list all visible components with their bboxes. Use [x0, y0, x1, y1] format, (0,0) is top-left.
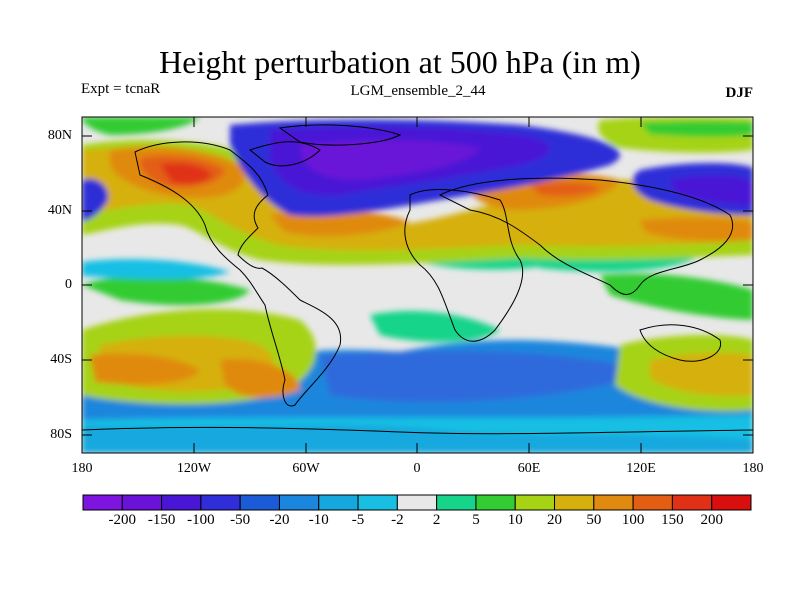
x-tick-180w: 180 [71, 461, 93, 476]
colorbar [82, 494, 752, 511]
x-tick-120e: 120E [626, 461, 656, 476]
colorbar-label: 150 [661, 512, 684, 528]
colorbar-swatch [514, 494, 556, 511]
contour-field [82, 117, 753, 453]
colorbar-label: 200 [700, 512, 723, 528]
colorbar-swatch [200, 494, 241, 511]
y-tick-40n: 40N [47, 203, 72, 218]
chart-title: Height perturbation at 500 hPa (in m) [159, 44, 641, 80]
x-tick-0: 0 [413, 461, 421, 476]
colorbar-swatch [357, 494, 398, 511]
colorbar-swatch [475, 494, 516, 511]
colorbar-label: -150 [147, 512, 176, 528]
colorbar-swatch [396, 494, 438, 511]
colorbar-swatch [82, 494, 123, 511]
colorbar-label: 10 [507, 512, 523, 528]
x-tick-120w: 120W [176, 461, 212, 476]
x-axis-ticks [193, 117, 642, 453]
colorbar-label: 20 [547, 512, 563, 528]
colorbar-label: -50 [230, 512, 251, 528]
colorbar-swatch [554, 494, 595, 511]
y-tick-80n: 80N [47, 128, 72, 143]
colorbar-swatch [711, 494, 752, 511]
experiment-label: Expt = tcnaR [81, 81, 161, 97]
y-tick-80s: 80S [50, 427, 72, 442]
colorbar-label: -2 [391, 512, 404, 528]
coastlines [82, 124, 753, 435]
colorbar-swatch [593, 494, 634, 511]
colorbar-label: -100 [187, 512, 215, 528]
ensemble-label: LGM_ensemble_2_44 [350, 83, 486, 99]
y-tick-40s: 40S [50, 352, 72, 367]
season-label: DJF [725, 85, 754, 101]
colorbar-label: 5 [472, 512, 480, 528]
colorbar-label: -20 [269, 512, 290, 528]
colorbar-label: 50 [586, 512, 602, 528]
colorbar-swatch [161, 494, 202, 511]
colorbar-swatch [632, 494, 673, 511]
x-tick-60w: 60W [292, 461, 320, 476]
colorbar-swatch [239, 494, 280, 511]
y-axis-ticks [82, 135, 753, 436]
colorbar-swatch [318, 494, 359, 511]
y-tick-0: 0 [65, 277, 72, 292]
colorbar-swatch [436, 494, 477, 511]
colorbar-swatch [671, 494, 713, 511]
colorbar-swatch [278, 494, 320, 511]
colorbar-label: -200 [108, 512, 137, 528]
x-tick-180e: 180 [742, 461, 764, 476]
colorbar-swatch [121, 494, 163, 511]
colorbar-label: -10 [308, 512, 329, 528]
colorbar-label: 100 [621, 512, 645, 528]
colorbar-label: -5 [351, 512, 365, 528]
colorbar-label: 2 [432, 512, 441, 528]
x-tick-60e: 60E [517, 461, 541, 476]
